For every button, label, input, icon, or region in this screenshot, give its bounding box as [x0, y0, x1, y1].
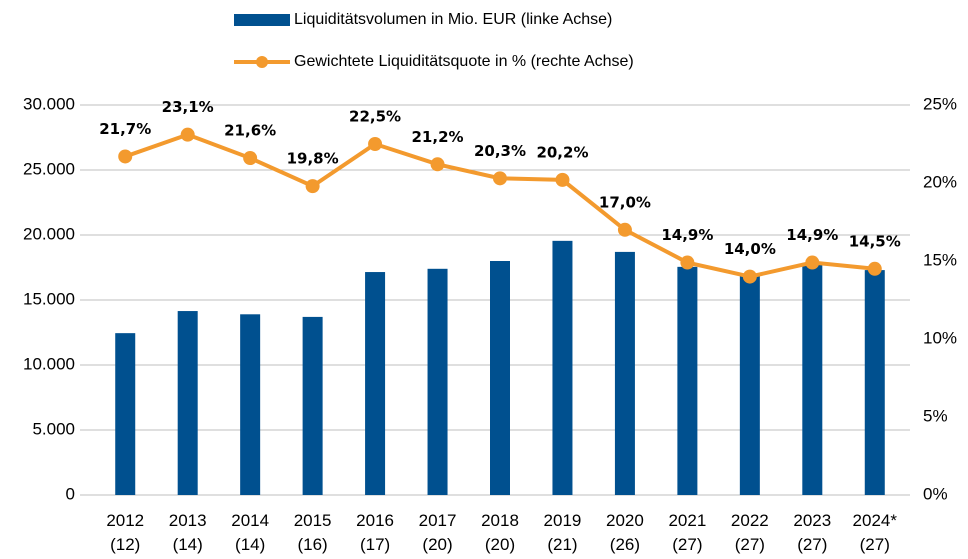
bar: [427, 268, 448, 495]
x-tick-line: 2015: [294, 511, 332, 530]
bar: [614, 251, 635, 495]
x-tick-label: 2012 (12): [106, 511, 144, 554]
x-tick-line: 2013: [169, 511, 207, 530]
y2-tick-label: 15%: [923, 250, 957, 269]
legend-swatch: [256, 56, 268, 68]
bar: [365, 272, 386, 495]
value-label: 21,7%: [99, 120, 151, 138]
line-marker: [180, 127, 195, 142]
y-tick-label: 20.000: [23, 224, 75, 243]
bar: [739, 275, 760, 495]
line-marker: [617, 222, 632, 237]
x-tick-label: 2020 (26): [606, 511, 644, 554]
bar: [240, 314, 261, 495]
y-tick-label: 25.000: [23, 159, 75, 178]
bar: [302, 316, 323, 495]
bar: [490, 261, 510, 495]
y2-tick-label: 20%: [923, 172, 957, 191]
value-label: 14,9%: [661, 226, 713, 244]
line-marker: [243, 151, 258, 166]
x-tick-line: 2022: [731, 511, 769, 530]
y-tick-label: 5.000: [32, 419, 75, 438]
value-label: 19,8%: [287, 150, 339, 168]
x-tick-label: 2016 (17): [356, 511, 394, 554]
x-tick-line: 2016: [356, 511, 394, 530]
x-tick-label: 2013 (14): [169, 511, 207, 554]
x-tick-label: 2024* (27): [853, 511, 898, 554]
value-label: 22,5%: [349, 108, 401, 126]
bar: [677, 266, 698, 495]
value-label: 21,2%: [412, 128, 464, 146]
x-tick-label: 2018 (20): [481, 511, 519, 554]
line-marker: [118, 149, 133, 164]
y2-tick-label: 10%: [923, 328, 957, 347]
x-tick-line: (26): [610, 535, 640, 554]
x-tick-line: 2019: [544, 511, 582, 530]
y2-tick-label: 0%: [923, 484, 948, 503]
line-marker: [867, 261, 882, 276]
x-tick-label: 2019 (21): [544, 511, 582, 554]
x-tick-label: 2022 (27): [731, 511, 769, 554]
line-marker: [805, 255, 820, 270]
line-marker: [305, 179, 320, 194]
line-marker: [742, 269, 757, 284]
x-tick-label: 2017 (20): [419, 511, 457, 554]
y2-tick-label: 5%: [923, 406, 948, 425]
x-tick-line: 2017: [419, 511, 457, 530]
x-tick-line: (27): [797, 535, 827, 554]
x-tick-line: 2021: [668, 511, 706, 530]
x-tick-line: (12): [110, 535, 140, 554]
value-label: 14,9%: [786, 226, 838, 244]
x-tick-label: 2015 (16): [294, 511, 332, 554]
x-tick-label: 2021 (27): [668, 511, 706, 554]
x-tick-line: 2014: [231, 511, 269, 530]
value-label: 14,5%: [849, 232, 901, 250]
bar: [802, 262, 823, 495]
y-tick-label: 15.000: [23, 289, 75, 308]
line-marker: [555, 172, 570, 187]
x-tick-line: 2020: [606, 511, 644, 530]
legend-label: Liquiditätsvolumen in Mio. EUR (linke Ac…: [294, 11, 612, 28]
x-tick-line: (27): [735, 535, 765, 554]
x-tick-line: 2024*: [853, 511, 898, 530]
x-tick-line: 2023: [793, 511, 831, 530]
value-label: 23,1%: [162, 98, 214, 116]
line-marker: [493, 171, 507, 186]
x-tick-label: 2023 (27): [793, 511, 831, 554]
line-marker: [368, 137, 383, 151]
y-tick-label: 30.000: [23, 94, 75, 113]
x-tick-line: (27): [860, 535, 890, 554]
x-tick-line: 2018: [481, 511, 519, 530]
x-tick-line: (27): [672, 535, 702, 554]
line-marker: [430, 157, 445, 172]
x-tick-line: 2012: [106, 511, 144, 530]
line-marker: [680, 255, 695, 270]
x-tick-line: (21): [547, 535, 577, 554]
legend-swatch: [234, 14, 290, 26]
x-tick-line: (17): [360, 535, 390, 554]
x-tick-label: 2014 (14): [231, 511, 269, 554]
legend-label: Gewichtete Liquiditätsquote in % (rechte…: [294, 53, 634, 70]
x-tick-line: (20): [422, 535, 452, 554]
y-tick-label: 10.000: [23, 354, 75, 373]
value-label: 20,2%: [536, 143, 588, 161]
bar: [552, 240, 573, 495]
value-label: 14,0%: [724, 240, 776, 258]
y-tick-label: 0: [66, 484, 75, 503]
x-tick-line: (14): [235, 535, 265, 554]
bar: [864, 270, 885, 495]
x-tick-line: (16): [297, 535, 327, 554]
y2-tick-label: 25%: [923, 94, 957, 113]
value-label: 21,6%: [224, 122, 276, 140]
x-tick-line: (14): [173, 535, 203, 554]
value-label: 17,0%: [599, 193, 651, 211]
x-tick-line: (20): [485, 535, 515, 554]
value-label: 20,3%: [474, 142, 526, 160]
bar: [177, 311, 198, 495]
bar: [115, 333, 136, 495]
